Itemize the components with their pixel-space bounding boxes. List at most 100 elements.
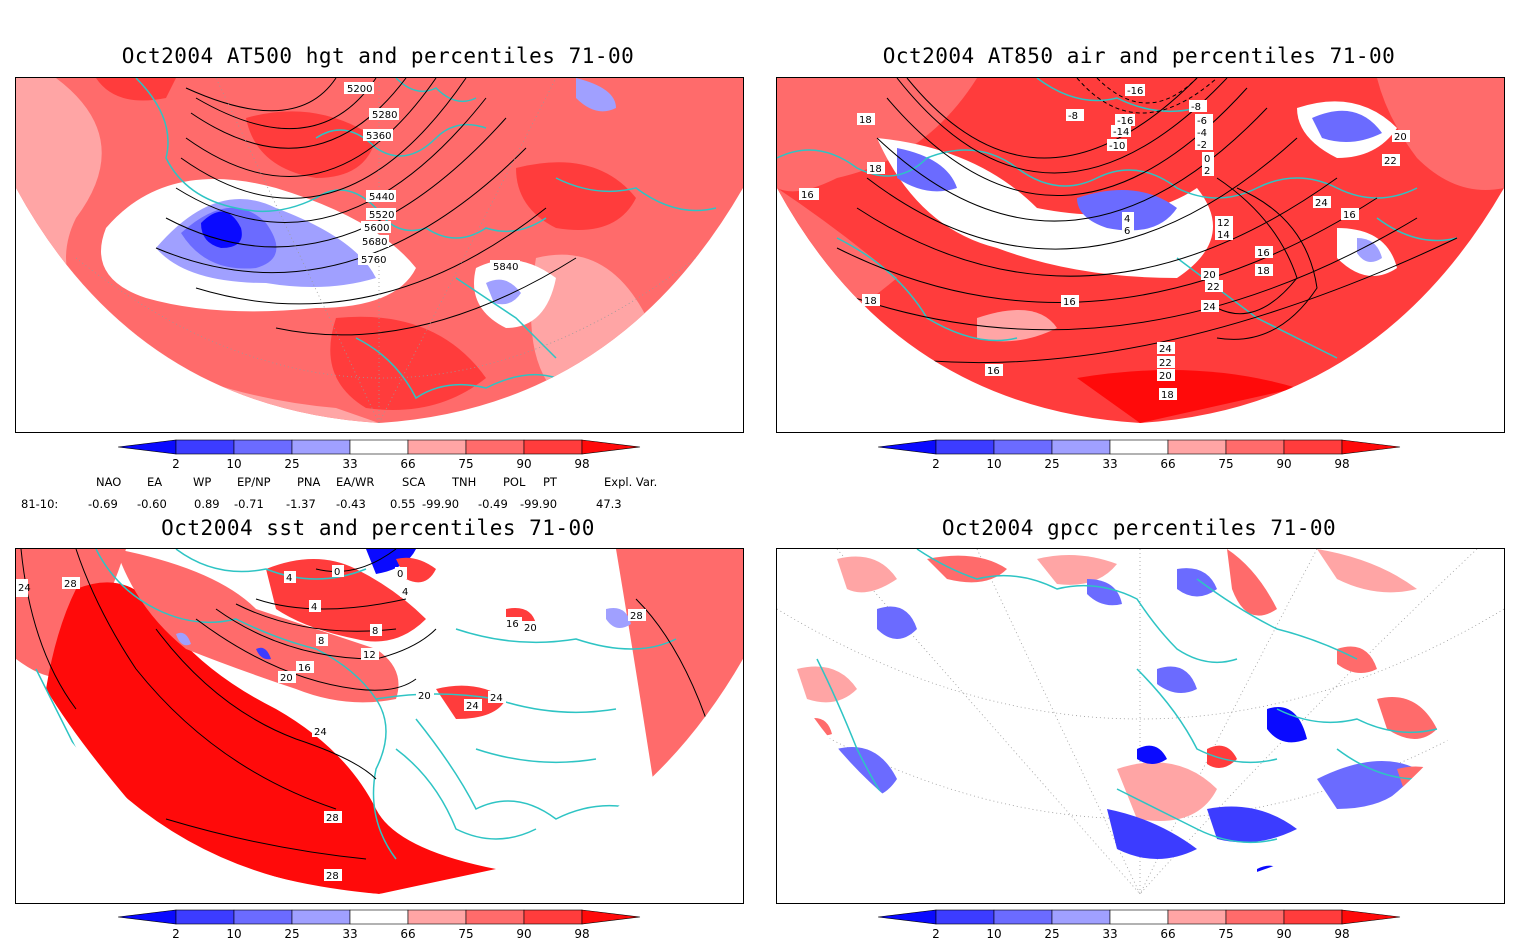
contour-label: -14 [1113,127,1129,138]
contour-label: 0 [397,569,403,580]
colorbar-tick-label: 25 [1044,457,1059,471]
contour-label: 24 [1159,344,1172,355]
contour-label: -16 [1127,86,1143,97]
colorbar-segment [233,439,293,455]
contour-label: 5600 [364,223,389,234]
tele-value: -0.69 [88,497,118,511]
colorbar-segment [349,439,409,455]
contour-label: -2 [1197,140,1207,151]
contour-label: 20 [524,623,537,634]
colorbar-segment [1225,909,1285,925]
contour-label: 0 [334,567,340,578]
colorbar-tick-label: 33 [342,457,357,471]
contour-label: 28 [326,813,339,824]
colorbar-segment [1341,909,1401,925]
contour-label: 24 [1203,302,1216,313]
colorbar-tick-label: 25 [284,927,299,941]
colorbar-tick-label: 98 [574,927,589,941]
teleconnection-table: NAO EA WP EP/NP PNA EA/WR SCA TNH POL PT… [0,475,760,515]
colorbar-tick-label: 2 [172,457,180,471]
contour-label: 8 [372,626,378,637]
contour-label: 28 [64,579,77,590]
contour-label: 0 [1204,154,1210,165]
colorbar-svg: 2 10 25 33 66 75 90 98 [877,909,1401,941]
colorbar-tick-label: 90 [516,457,531,471]
colorbar-tick-label: 90 [516,927,531,941]
colorbar-svg: 2 10 25 33 66 75 90 98 [877,439,1401,471]
contour-label: 8 [318,636,324,647]
map-panel-hgt500: 5200 5280 5360 5440 5520 5600 5680 5760 … [15,77,744,433]
colorbar-segment [1341,439,1401,455]
colorbar-svg: 2 10 25 33 66 75 90 98 [117,909,641,941]
colorbar-tick-label: 2 [932,457,940,471]
colorbar-segment [581,909,641,925]
colorbar-segment [581,439,641,455]
colorbar-segment [233,909,293,925]
contour-label: 24 [18,583,31,594]
colorbar-tick-label: 10 [986,927,1001,941]
contour-label: -8 [1068,111,1078,122]
map-panel-sst: 0 0 4 4 4 8 8 12 16 20 20 24 24 24 28 28… [15,548,744,904]
colorbar-segment [1109,439,1169,455]
contour-label: 6 [1124,226,1130,237]
colorbar-tick-label: 66 [1160,457,1175,471]
tele-header: EA [147,475,163,489]
tele-value: -99.90 [520,497,558,511]
contour-label: 14 [1217,230,1230,241]
contour-label: 5760 [361,255,386,266]
contour-label: 5200 [347,84,372,95]
colorbar-segment [1051,909,1111,925]
map-panel-air850: -16 -8 -6 -4 -2 -16 -14 -10 -8 0 2 4 6 1… [776,77,1505,433]
colorbar-tick-label: 10 [986,457,1001,471]
tele-value: -0.43 [336,497,366,511]
colorbar-tick-label: 10 [226,927,241,941]
contour-label: 16 [987,366,1000,377]
colorbar-segment [175,909,235,925]
map-panel-gpcc [776,548,1505,904]
tele-value: -1.37 [286,497,316,511]
contour-label: 5280 [372,110,397,121]
contour-label: 16 [506,619,519,630]
tele-header: EP/NP [237,475,271,489]
colorbar-segment [465,439,525,455]
tele-value: 0.89 [194,497,220,511]
contour-label: 18 [864,296,877,307]
tele-value: -0.49 [478,497,508,511]
colorbar-gpcc: 2 10 25 33 66 75 90 98 [877,908,1408,942]
contour-label: 18 [1161,390,1174,401]
colorbar-tick-label: 75 [1218,457,1233,471]
contour-label: 20 [280,673,293,684]
colorbar-tick-label: 75 [458,927,473,941]
colorbar-segment [117,909,177,925]
colorbar-tick-label: 98 [1334,457,1349,471]
contour-label: 24 [1315,198,1328,209]
tele-header: EA/WR [336,475,375,489]
contour-label: 22 [1159,358,1172,369]
colorbar-tick-label: 75 [1218,927,1233,941]
contour-label: 24 [466,701,479,712]
contour-label: -4 [1197,128,1207,139]
colorbar-segment [291,439,351,455]
tele-value: 47.3 [596,497,622,511]
contour-label: 12 [1217,218,1230,229]
contour-label: 5840 [493,262,518,273]
tele-header: TNH [452,475,477,489]
contour-label: 12 [363,650,376,661]
contour-label: 4 [402,587,408,598]
contour-label: 28 [326,871,339,882]
colorbar-segment [407,439,467,455]
colorbar-segment [1225,439,1285,455]
colorbar-tick-label: 25 [1044,927,1059,941]
contour-label: 16 [298,663,311,674]
contour-label: 16 [1343,210,1356,221]
contour-label: 20 [418,691,431,702]
contour-label: 22 [1384,156,1397,167]
colorbar-tick-label: 10 [226,457,241,471]
tele-value: -99.90 [422,497,460,511]
colorbar-tick-label: 66 [400,457,415,471]
colorbar-tick-label: 66 [400,927,415,941]
contour-label: 2 [1204,166,1210,177]
panel-title-hgt500: Oct2004 AT500 hgt and percentiles 71-00 [121,44,635,68]
colorbar-hgt500: 2 10 25 33 66 75 90 98 [117,438,648,472]
contour-label: 20 [1203,270,1216,281]
